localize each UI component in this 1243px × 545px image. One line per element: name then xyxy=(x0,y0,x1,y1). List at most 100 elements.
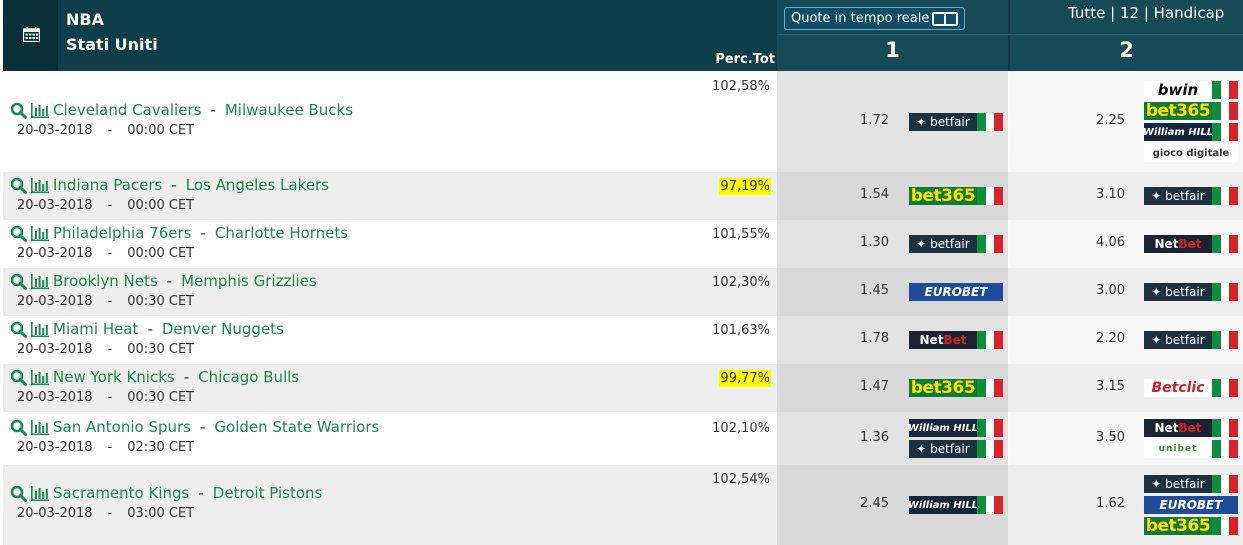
search-icon[interactable] xyxy=(10,419,27,436)
home-team-link[interactable]: San Antonio Spurs xyxy=(53,418,191,436)
bookmaker-betfair[interactable]: ✦ betfair xyxy=(909,235,1003,253)
odd-home[interactable]: 1.78 xyxy=(860,331,889,346)
bookmaker-netbet[interactable]: Net Bet xyxy=(1144,419,1238,437)
bookmaker-betfair[interactable]: ✦ betfair xyxy=(909,440,1003,458)
calendar-icon xyxy=(23,27,40,42)
home-team-link[interactable]: Indiana Pacers xyxy=(53,176,163,194)
match-datetime: 20-03-2018-02:30 CET xyxy=(17,440,194,455)
bookmaker-williamhill[interactable]: William HILL xyxy=(909,419,1003,437)
odd-home[interactable]: 1.54 xyxy=(860,187,889,202)
bookmaker-netbet[interactable]: Net Bet xyxy=(1144,235,1238,253)
odd-home[interactable]: 1.30 xyxy=(860,235,889,250)
stats-icon[interactable] xyxy=(30,225,50,242)
away-team-link[interactable]: Charlotte Hornets xyxy=(214,224,349,242)
stats-icon[interactable] xyxy=(30,273,50,290)
match-datetime: 20-03-2018-00:30 CET xyxy=(17,294,194,309)
market-filters[interactable]: Tutte | 12 | Handicap xyxy=(1068,4,1225,22)
bookmaker-betfair[interactable]: ✦ betfair xyxy=(1144,283,1238,301)
away-team-link[interactable]: Los Angeles Lakers xyxy=(185,176,329,194)
betfair-logo: ✦ betfair xyxy=(1144,331,1212,349)
odd-away[interactable]: 3.10 xyxy=(1096,187,1125,202)
bookmaker-eurobet[interactable]: EUROBET xyxy=(909,283,1003,301)
home-team-link[interactable]: Brooklyn Nets xyxy=(53,272,158,290)
home-bookmakers: EUROBET xyxy=(909,283,1003,301)
stats-icon[interactable] xyxy=(30,177,50,194)
bookmaker-bet365[interactable]: bet365 xyxy=(909,379,1003,397)
bookmaker-eurobet[interactable]: EUROBET xyxy=(1144,496,1238,514)
match-time: 00:00 CET xyxy=(127,198,195,213)
williamhill-logo: William HILL xyxy=(909,419,978,437)
bookmaker-betfair[interactable]: ✦ betfair xyxy=(1144,475,1238,493)
search-icon[interactable] xyxy=(10,485,27,502)
odd-home[interactable]: 1.47 xyxy=(860,379,889,394)
bookmaker-bet365[interactable]: bet365 xyxy=(1144,102,1238,120)
bookmaker-betfair[interactable]: ✦ betfair xyxy=(1144,187,1238,205)
odd-away[interactable]: 3.50 xyxy=(1096,429,1125,445)
search-icon[interactable] xyxy=(10,177,27,194)
away-bookmakers: ✦ betfair EUROBET bet365 xyxy=(1144,475,1238,535)
search-icon[interactable] xyxy=(10,102,27,119)
stats-icon[interactable] xyxy=(30,369,50,386)
away-bookmakers: bwin bet365 William HILL gioco digitale xyxy=(1144,81,1238,162)
italy-flag-icon xyxy=(1212,235,1238,253)
datetime-separator: - xyxy=(107,390,113,405)
league-country: Stati Uniti xyxy=(66,35,158,54)
realtime-odds-toggle[interactable]: Quote in tempo reale xyxy=(784,7,965,30)
odd-away[interactable]: 2.25 xyxy=(1096,112,1125,128)
italy-flag-icon xyxy=(977,235,1003,253)
search-icon[interactable] xyxy=(10,225,27,242)
search-icon[interactable] xyxy=(10,321,27,338)
odd-away[interactable]: 2.20 xyxy=(1096,331,1125,346)
home-team-link[interactable]: Sacramento Kings xyxy=(53,484,190,502)
column-2-label: 2 xyxy=(1119,38,1134,62)
calendar-button[interactable] xyxy=(3,0,58,71)
bet365-logo: bet365 xyxy=(1144,102,1212,120)
italy-flag-icon xyxy=(1212,440,1238,458)
home-team-link[interactable]: Miami Heat xyxy=(53,320,139,338)
bookmaker-betfair[interactable]: ✦ betfair xyxy=(1144,331,1238,349)
away-team-link[interactable]: Detroit Pistons xyxy=(212,484,323,502)
home-team-link[interactable]: Philadelphia 76ers xyxy=(53,224,192,242)
stats-icon[interactable] xyxy=(30,321,50,338)
italy-flag-icon xyxy=(1212,331,1238,349)
odd-home[interactable]: 1.45 xyxy=(860,283,889,298)
odd-away[interactable]: 4.06 xyxy=(1096,235,1125,250)
bookmaker-netbet[interactable]: Net Bet xyxy=(909,331,1003,349)
home-team-link[interactable]: New York Knicks xyxy=(53,368,175,386)
odd-away[interactable]: 3.00 xyxy=(1096,283,1125,298)
away-team-link[interactable]: Memphis Grizzlies xyxy=(181,272,317,290)
away-bookmakers: ✦ betfair xyxy=(1144,187,1238,205)
odd-home[interactable]: 1.36 xyxy=(860,429,889,445)
stats-icon[interactable] xyxy=(30,419,50,436)
datetime-separator: - xyxy=(107,198,113,213)
datetime-separator: - xyxy=(107,440,113,455)
bookmaker-bet365[interactable]: bet365 xyxy=(909,187,1003,205)
home-team-link[interactable]: Cleveland Cavaliers xyxy=(53,101,202,119)
bet365-logo: bet365 xyxy=(1144,517,1212,535)
bookmaker-betclic[interactable]: Betclic xyxy=(1144,379,1238,397)
away-team-link[interactable]: Denver Nuggets xyxy=(161,320,284,338)
away-team-link[interactable]: Chicago Bulls xyxy=(198,368,300,386)
match-date: 20-03-2018 xyxy=(17,123,93,138)
bookmaker-williamhill[interactable]: William HILL xyxy=(1144,123,1238,141)
stats-icon[interactable] xyxy=(30,485,50,502)
bookmaker-giocodigitale[interactable]: gioco digitale xyxy=(1144,144,1238,162)
odd-away[interactable]: 1.62 xyxy=(1096,496,1125,511)
odd-home[interactable]: 2.45 xyxy=(860,496,889,511)
bookmaker-betfair[interactable]: ✦ betfair xyxy=(909,112,1003,131)
bet365-logo: bet365 xyxy=(909,187,977,205)
bookmaker-bwin[interactable]: bwin xyxy=(1144,81,1238,99)
datetime-separator: - xyxy=(107,294,113,309)
team-separator: - xyxy=(166,272,173,290)
odd-home[interactable]: 1.72 xyxy=(860,112,889,128)
bookmaker-unibet[interactable]: unibet xyxy=(1144,440,1238,458)
odd-away[interactable]: 3.15 xyxy=(1096,379,1125,394)
away-team-link[interactable]: Golden State Warriors xyxy=(214,418,380,436)
away-team-link[interactable]: Milwaukee Bucks xyxy=(224,101,354,119)
search-icon[interactable] xyxy=(10,273,27,290)
stats-icon[interactable] xyxy=(30,102,50,119)
search-icon[interactable] xyxy=(10,369,27,386)
team-separator: - xyxy=(183,368,190,386)
bookmaker-williamhill[interactable]: William HILL xyxy=(909,496,1003,514)
bookmaker-bet365[interactable]: bet365 xyxy=(1144,517,1238,535)
